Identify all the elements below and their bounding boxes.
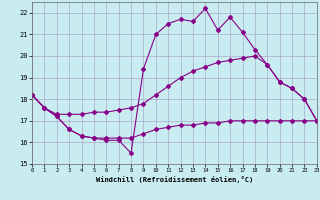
X-axis label: Windchill (Refroidissement éolien,°C): Windchill (Refroidissement éolien,°C) [96,176,253,183]
